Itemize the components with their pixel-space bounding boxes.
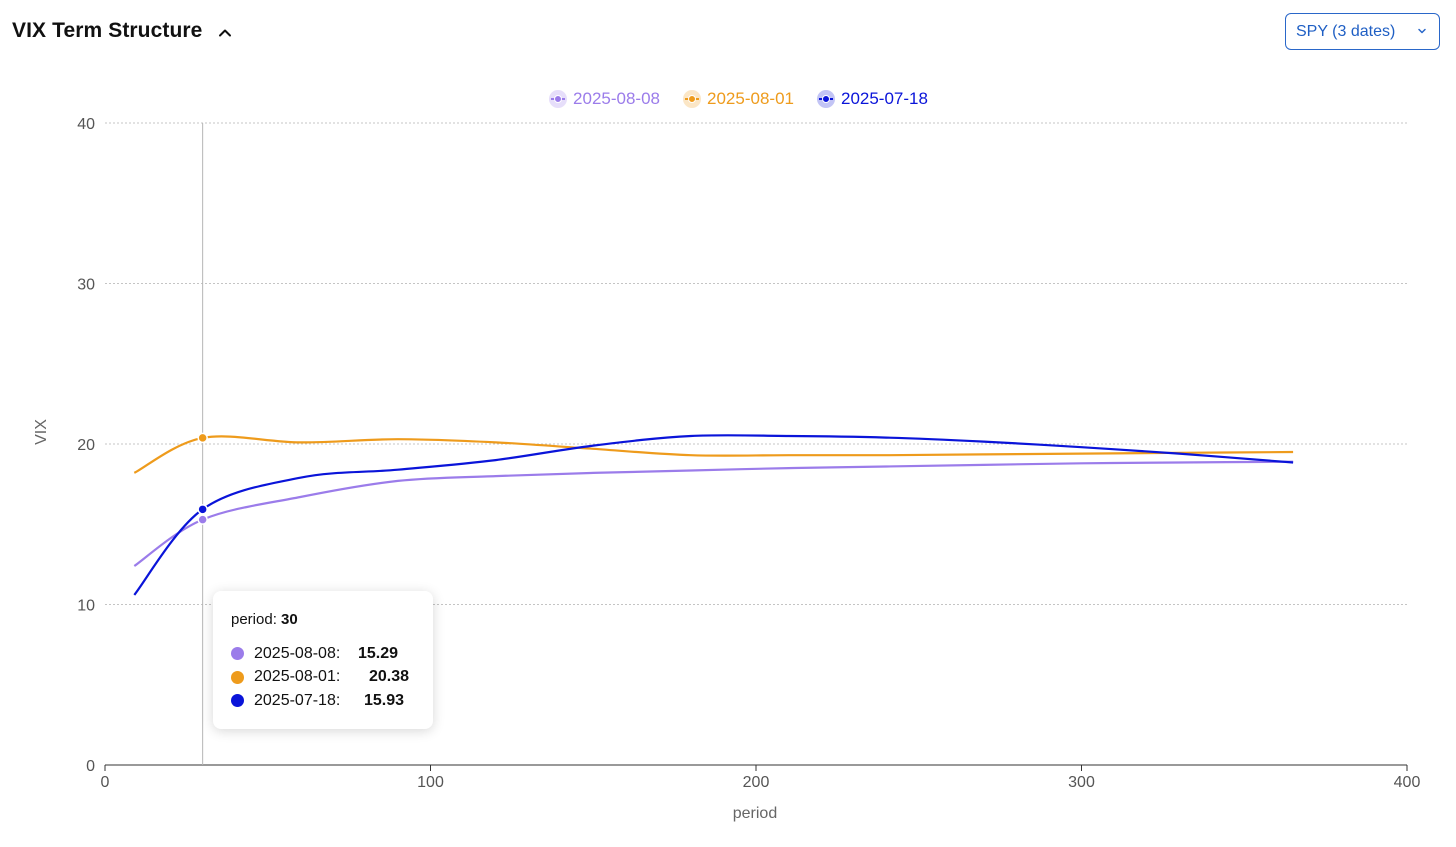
legend-item-2025-08-01[interactable]: 2025-08-01	[682, 86, 794, 112]
series-lines	[133, 434, 1294, 596]
series-line-2025-07-18	[133, 434, 1294, 596]
series-dot-icon	[231, 694, 244, 708]
chevron-down-icon	[1418, 28, 1426, 34]
chart-legend: 2025-08-08 2025-08-01 2025-07-18	[10, 86, 1456, 112]
y-tick-label: 10	[77, 598, 95, 615]
legend-marker-icon	[683, 90, 702, 108]
y-tick-label: 30	[77, 277, 95, 294]
x-tick-label: 0	[101, 774, 110, 791]
hover-tooltip: period: 30 2025-08-08: 15.29 2025-08-01:…	[213, 591, 433, 729]
x-tick-label: 200	[743, 774, 770, 791]
legend-item-2025-08-08[interactable]: 2025-08-08	[548, 86, 660, 112]
x-tick-label: 100	[417, 774, 444, 791]
grid-lines	[105, 122, 1407, 605]
legend-item-2025-07-18[interactable]: 2025-07-18	[816, 86, 928, 112]
series-line-2025-08-01	[133, 435, 1294, 474]
x-axis-label: period	[733, 805, 777, 822]
series-line-2025-08-08	[133, 460, 1294, 567]
ticker-date-select[interactable]: SPY (3 dates)	[1285, 13, 1440, 50]
tooltip-row: 2025-08-08: 15.29	[231, 642, 415, 666]
chevron-up-icon	[219, 29, 231, 37]
tooltip-row: 2025-08-01: 20.38	[231, 666, 415, 690]
tooltip-row-label: 2025-07-18:	[254, 691, 341, 709]
ticker-date-select-value: SPY (3 dates)	[1296, 22, 1396, 40]
page-title: VIX Term Structure	[12, 19, 203, 42]
hover-points	[197, 432, 208, 525]
tooltip-row-value: 20.38	[369, 668, 410, 686]
legend-marker-icon	[549, 90, 568, 108]
x-tick-label: 300	[1068, 774, 1095, 791]
legend-label: 2025-08-08	[573, 89, 661, 108]
tooltip-period-value: 30	[281, 611, 298, 628]
y-tick-label: 0	[86, 758, 95, 775]
hover-point-2025-08-08	[197, 514, 208, 525]
y-tick-label: 40	[77, 116, 95, 133]
series-dot-icon	[231, 647, 244, 661]
x-tick-labels: 0 100 200 300 400	[101, 765, 1421, 791]
tooltip-header: period: 30	[231, 611, 415, 628]
y-axis-label: VIX	[33, 419, 50, 445]
legend-label: 2025-07-18	[840, 89, 928, 108]
tooltip-row-label: 2025-08-08:	[254, 644, 341, 662]
hover-point-2025-07-18	[197, 504, 208, 515]
chart-header: VIX Term Structure SPY (3 dates)	[0, 0, 1456, 66]
legend-label: 2025-08-01	[707, 89, 794, 108]
tooltip-row-label: 2025-08-01:	[254, 668, 341, 686]
y-tick-labels: 0 10 20 30 40	[77, 116, 95, 775]
tooltip-row-value: 15.93	[364, 691, 405, 709]
tooltip-row: 2025-07-18: 15.93	[231, 689, 415, 713]
tooltip-row-value: 15.29	[358, 644, 399, 662]
collapse-toggle-button[interactable]	[212, 20, 238, 46]
legend-marker-icon	[816, 90, 835, 108]
y-tick-label: 20	[77, 437, 95, 454]
hover-point-2025-08-01	[197, 432, 208, 444]
x-tick-label: 400	[1394, 774, 1421, 791]
tooltip-period-label: period:	[231, 611, 277, 628]
series-dot-icon	[231, 670, 244, 684]
